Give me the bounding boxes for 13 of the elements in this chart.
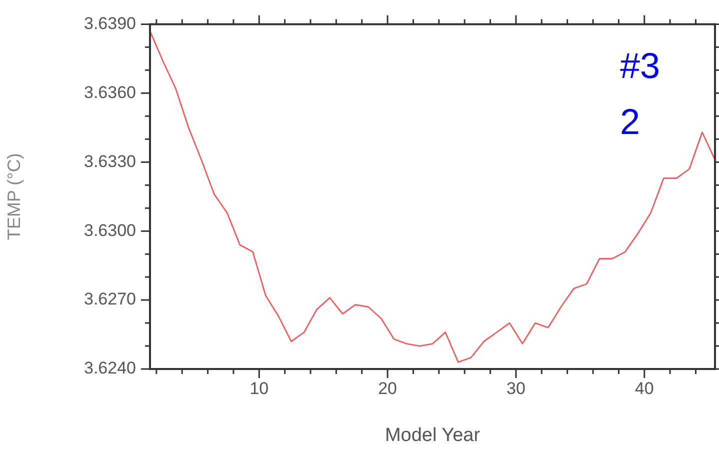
x-tick-label: 20 bbox=[378, 378, 398, 398]
y-tick-label: 3.6300 bbox=[84, 220, 136, 240]
y-tick-label: 3.6270 bbox=[84, 290, 136, 309]
x-tick-label: 30 bbox=[506, 378, 526, 398]
x-tick-label: 10 bbox=[250, 378, 269, 398]
y-tick-label: 3.6390 bbox=[84, 14, 136, 33]
y-tick-label: 3.6330 bbox=[84, 152, 136, 171]
y-tick-label: 3.6360 bbox=[84, 82, 136, 102]
annotation: #32 bbox=[620, 44, 662, 144]
y-tick-label: 3.6240 bbox=[84, 358, 136, 378]
x-axis-title: Model Year bbox=[384, 424, 481, 446]
y-axis-title: TEMP (°C) bbox=[4, 153, 24, 240]
x-tick-label: 40 bbox=[634, 378, 654, 398]
